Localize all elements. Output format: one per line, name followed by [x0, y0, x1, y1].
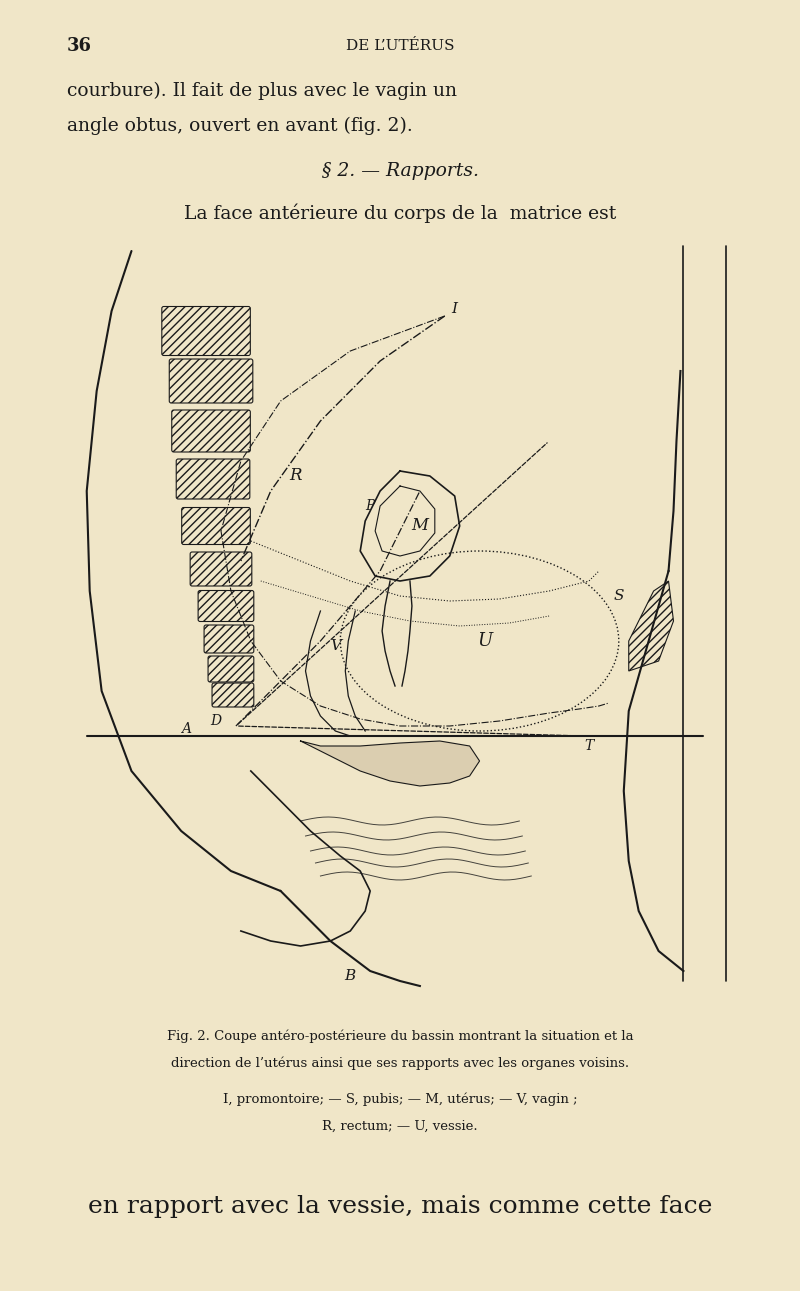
- Text: T: T: [584, 738, 594, 753]
- Text: DE L’UTÉRUS: DE L’UTÉRUS: [346, 39, 454, 53]
- Text: S: S: [614, 589, 624, 603]
- Text: D: D: [210, 714, 222, 728]
- Text: courbure). Il fait de plus avec le vagin un: courbure). Il fait de plus avec le vagin…: [67, 81, 457, 101]
- Text: La face antérieure du corps de la  matrice est: La face antérieure du corps de la matric…: [184, 203, 616, 223]
- Text: V: V: [330, 639, 341, 653]
- Text: B: B: [345, 970, 356, 982]
- Text: R, rectum; — U, vessie.: R, rectum; — U, vessie.: [322, 1119, 478, 1132]
- Text: § 2. — Rapports.: § 2. — Rapports.: [322, 161, 478, 179]
- Text: angle obtus, ouvert en avant (fig. 2).: angle obtus, ouvert en avant (fig. 2).: [67, 117, 413, 136]
- Text: direction de l’utérus ainsi que ses rapports avec les organes voisins.: direction de l’utérus ainsi que ses rapp…: [171, 1056, 629, 1070]
- Polygon shape: [301, 741, 479, 786]
- Text: 36: 36: [67, 37, 92, 56]
- Text: en rapport avec la vessie, mais comme cette face: en rapport avec la vessie, mais comme ce…: [88, 1194, 712, 1217]
- Text: M: M: [411, 518, 428, 534]
- Text: I, promontoire; — S, pubis; — M, utérus; — V, vagin ;: I, promontoire; — S, pubis; — M, utérus;…: [222, 1092, 578, 1106]
- Text: I: I: [452, 302, 458, 316]
- Text: P: P: [366, 500, 375, 513]
- Text: A: A: [181, 722, 191, 736]
- Text: U: U: [477, 633, 492, 649]
- Text: Fig. 2. Coupe antéro-postérieure du bassin montrant la situation et la: Fig. 2. Coupe antéro-postérieure du bass…: [166, 1029, 634, 1043]
- Text: R: R: [290, 467, 302, 484]
